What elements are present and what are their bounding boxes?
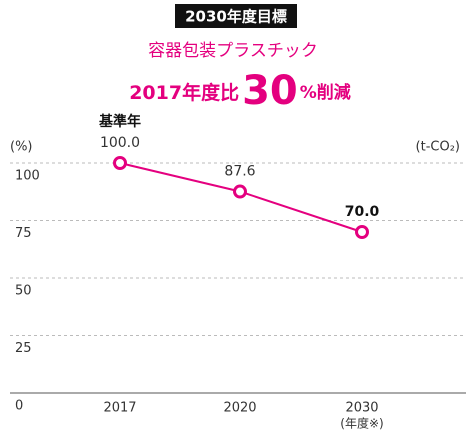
y-tick-label: 100 [15, 169, 40, 184]
value-label: 70.0 [345, 204, 380, 220]
y-unit-right: (t-CO₂) [416, 140, 460, 155]
badge: 2030年度目標 [185, 8, 287, 26]
y-tick-label: 25 [15, 341, 32, 356]
x-tick-label: 2030 [345, 401, 378, 416]
point [233, 184, 247, 199]
badge-bg [175, 4, 297, 28]
headline: 2017年度比30 %削減 [129, 68, 351, 114]
point [355, 225, 369, 239]
value-label: 87.6 [224, 164, 255, 180]
y-unit-left: (%) [10, 140, 33, 155]
point [113, 156, 127, 170]
y-tick-label: 0 [15, 399, 23, 414]
y-tick-label: 50 [15, 284, 32, 299]
headline-number: 30 [242, 68, 298, 114]
x-tick-label: 2020 [223, 401, 256, 416]
y-tick-label: 75 [15, 226, 32, 241]
chart-title: 容器包装プラスチック [148, 41, 318, 61]
headline-prefix: 2017年度比 [129, 81, 239, 104]
x-tick-label: 2017 [103, 401, 136, 416]
base-note: 基準年 [99, 113, 141, 130]
x-note: (年度※) [340, 416, 383, 431]
headline-suffix: %削減 [300, 82, 351, 103]
value-label: 100.0 [100, 135, 140, 151]
